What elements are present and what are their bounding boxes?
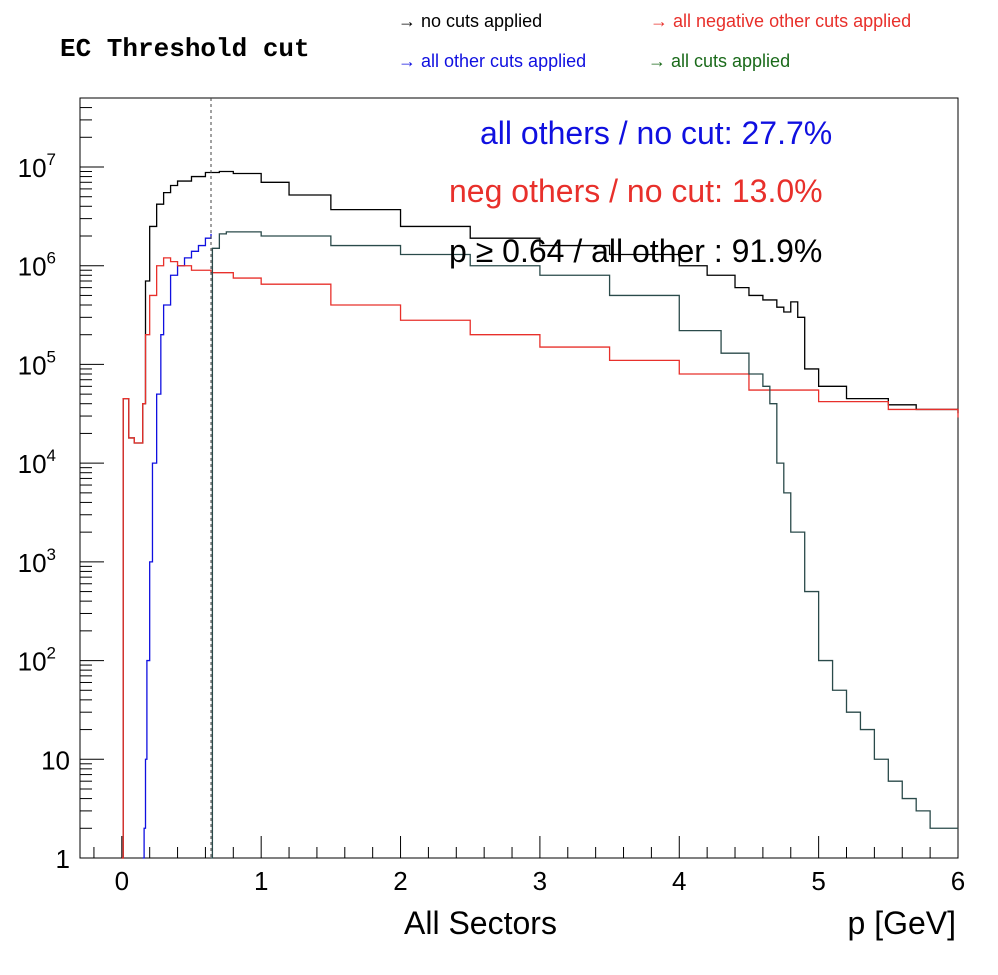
y-tick-exponent: 6 — [47, 249, 56, 268]
legend-all-cuts: → all cuts applied — [648, 51, 791, 71]
x-axis-tick-labels: 0 1 2 3 4 5 6 — [115, 866, 966, 896]
x-tick-label: 0 — [115, 866, 129, 896]
x-tick-label: 3 — [533, 866, 547, 896]
y-tick-label: 1 — [56, 844, 70, 874]
series-layer — [121, 170, 959, 859]
legend-no-cuts: → no cuts applied — [398, 11, 543, 31]
series-no-cuts-line — [121, 170, 959, 859]
x-tick-label: 4 — [672, 866, 686, 896]
y-tick-label: 10 — [41, 745, 70, 775]
y-tick-label: 103 — [18, 545, 56, 578]
axis-ticks — [80, 97, 959, 859]
plot-frame — [79, 97, 959, 859]
annotation-all-others: all others / no cut: 27.7% — [480, 115, 832, 151]
legend-negative-other-cuts: → all negative other cuts applied — [650, 11, 912, 31]
legend-other-cuts: → all other cuts applied — [398, 51, 587, 71]
y-tick-label: 107 — [18, 150, 56, 183]
y-tick-exponent: 3 — [47, 545, 56, 564]
series-all-negative-other-cuts-line — [121, 257, 959, 859]
chart-title: EC Threshold cut — [60, 34, 310, 64]
series-all-cuts-line — [211, 231, 958, 859]
x-tick-label: 6 — [951, 866, 965, 896]
series-all-other-cuts-line — [142, 233, 212, 859]
y-tick-exponent: 4 — [47, 446, 56, 465]
y-tick-label: 105 — [18, 347, 56, 380]
x-axis-label: p [GeV] — [848, 905, 957, 941]
y-axis-tick-labels: 1 10 102 103 104 105 106 107 — [18, 150, 70, 874]
y-tick-label: 104 — [18, 446, 56, 479]
x-tick-label: 1 — [254, 866, 268, 896]
annotation-momentum-cut: p ≥ 0.64 / all other : 91.9% — [449, 233, 822, 269]
x-tick-label: 2 — [393, 866, 407, 896]
y-tick-exponent: 7 — [47, 150, 56, 169]
x-tick-label: 5 — [811, 866, 825, 896]
y-tick-label: 106 — [18, 249, 56, 282]
y-tick-exponent: 5 — [47, 347, 56, 366]
y-tick-label: 102 — [18, 644, 56, 677]
y-tick-exponent: 2 — [47, 644, 56, 663]
x-axis-left-label: All Sectors — [404, 905, 557, 941]
annotation-neg-others: neg others / no cut: 13.0% — [449, 173, 823, 209]
